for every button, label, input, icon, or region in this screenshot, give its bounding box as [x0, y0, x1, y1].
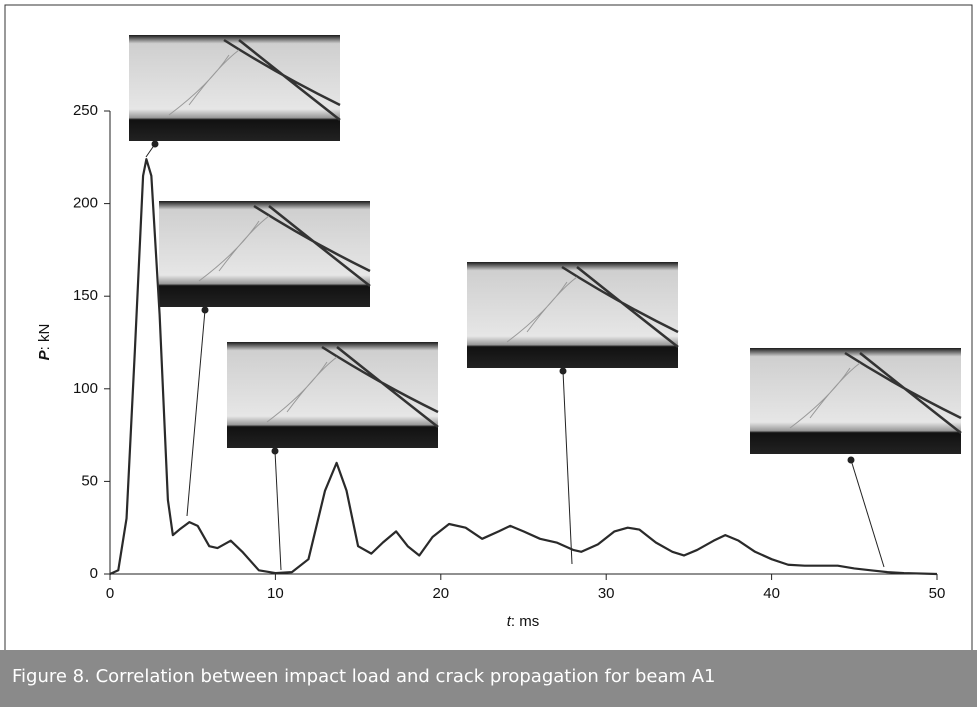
x-tick-label: 20 [432, 585, 449, 602]
y-tick-label: 0 [90, 565, 98, 582]
caption: Figure 8. Correlation between impact loa… [12, 666, 716, 687]
photo [127, 33, 342, 143]
photo [748, 346, 963, 456]
x-axis-label: t: ms [507, 613, 540, 630]
x-tick-label: 30 [598, 585, 615, 602]
x-tick-label: 10 [267, 585, 284, 602]
photo [225, 340, 440, 450]
x-tick-label: 0 [106, 585, 114, 602]
x-label-symbol: t [507, 613, 512, 630]
x-tick-label: 40 [763, 585, 780, 602]
y-tick-label: 100 [73, 380, 98, 397]
chart: t: ms P: kN 0 50 100 150 200 250 0 10 20 30 40 50 [4, 4, 973, 666]
y-tick-label: 200 [73, 195, 98, 212]
caption-bar: Figure 8. Correlation between impact loa… [0, 650, 977, 707]
y-tick-label: 50 [81, 472, 98, 489]
line [109, 158, 938, 576]
y-label-unit: : kN [36, 324, 53, 351]
pointer [847, 456, 885, 568]
pointer [271, 447, 282, 571]
x-label-unit: : ms [511, 613, 539, 630]
y-axis-label: P: kN [36, 324, 53, 361]
pointers [145, 140, 885, 571]
photo [157, 199, 372, 309]
x-tick-label: 50 [929, 585, 946, 602]
pointer [559, 367, 573, 565]
y-tick-label: 250 [73, 102, 98, 119]
y-tick-label: 150 [73, 287, 98, 304]
pointer [186, 306, 209, 517]
pointer [145, 140, 159, 158]
photos [127, 33, 963, 456]
y-label-symbol: P [36, 349, 53, 360]
photo [465, 260, 680, 370]
